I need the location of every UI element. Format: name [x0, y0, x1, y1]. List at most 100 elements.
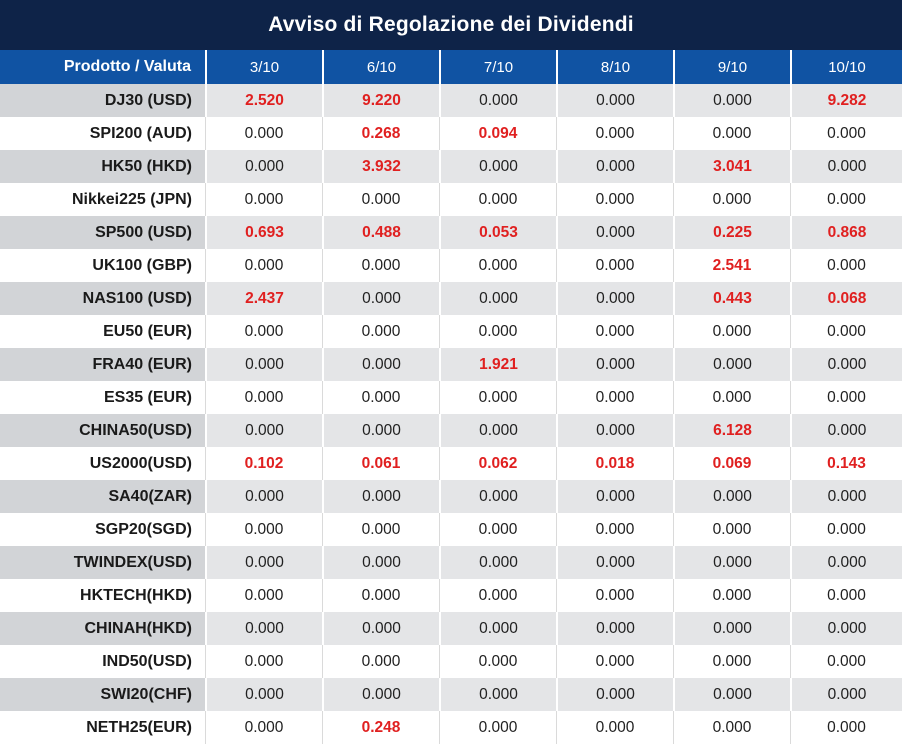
dividend-value-cell: 0.000: [556, 711, 673, 744]
dividend-value-cell: 0.000: [790, 513, 902, 546]
dividend-value-cell: 2.541: [673, 249, 790, 282]
dividend-value-cell: 0.000: [322, 678, 439, 711]
product-label: FRA40 (EUR): [0, 348, 205, 381]
dividend-value-cell: 0.000: [205, 414, 322, 447]
dividend-value-cell: 0.000: [790, 348, 902, 381]
dividend-value-cell: 0.000: [439, 546, 556, 579]
dividend-value-cell: 0.000: [790, 678, 902, 711]
dividend-value-cell: 0.000: [790, 249, 902, 282]
dividend-value-cell: 0.000: [205, 480, 322, 513]
dividend-value-cell: 0.000: [673, 84, 790, 117]
table-row: NAS100 (USD) 2.437 0.000 0.000 0.000 0.443 0.0…: [0, 282, 902, 315]
dividend-value-cell: 0.000: [556, 84, 673, 117]
dividend-value-cell: 0.000: [673, 381, 790, 414]
column-header-date: 6/10: [322, 50, 439, 84]
dividend-value-cell: 0.000: [673, 480, 790, 513]
product-label: HKTECH(HKD): [0, 579, 205, 612]
table-row: US2000(USD) 0.102 0.061 0.062 0.018 0.069 0.14…: [0, 447, 902, 480]
dividend-value-cell: 0.000: [205, 546, 322, 579]
dividend-value-cell: 0.000: [205, 150, 322, 183]
dividend-value-cell: 0.488: [322, 216, 439, 249]
dividend-value-cell: 0.693: [205, 216, 322, 249]
dividend-value-cell: 0.000: [439, 282, 556, 315]
dividend-value-cell: 0.000: [790, 711, 902, 744]
product-label: Nikkei225 (JPN): [0, 183, 205, 216]
dividend-value-cell: 0.000: [790, 579, 902, 612]
dividend-value-cell: 0.000: [673, 513, 790, 546]
dividend-value-cell: 0.000: [556, 480, 673, 513]
dividend-value-cell: 9.282: [790, 84, 902, 117]
dividend-value-cell: 0.000: [673, 645, 790, 678]
dividend-value-cell: 0.068: [790, 282, 902, 315]
dividend-value-cell: 0.000: [439, 414, 556, 447]
table-row: CHINAH(HKD) 0.000 0.000 0.000 0.000 0.000 0.00…: [0, 612, 902, 645]
dividend-value-cell: 0.000: [556, 183, 673, 216]
dividend-value-cell: 0.000: [556, 282, 673, 315]
dividend-value-cell: 0.000: [322, 579, 439, 612]
dividend-value-cell: 0.000: [556, 150, 673, 183]
dividend-value-cell: 0.000: [790, 117, 902, 150]
dividend-value-cell: 0.000: [205, 315, 322, 348]
dividend-value-cell: 0.000: [439, 315, 556, 348]
dividend-value-cell: 0.443: [673, 282, 790, 315]
dividend-value-cell: 0.000: [790, 645, 902, 678]
dividend-value-cell: 0.000: [205, 645, 322, 678]
product-label: US2000(USD): [0, 447, 205, 480]
dividend-value-cell: 0.000: [439, 150, 556, 183]
dividend-value-cell: 0.000: [322, 546, 439, 579]
dividend-value-cell: 0.102: [205, 447, 322, 480]
product-label: SP500 (USD): [0, 216, 205, 249]
dividend-value-cell: 0.000: [322, 183, 439, 216]
dividend-value-cell: 0.000: [556, 513, 673, 546]
dividend-value-cell: 0.000: [673, 612, 790, 645]
dividend-value-cell: 0.000: [322, 249, 439, 282]
product-label: DJ30 (USD): [0, 84, 205, 117]
column-header-product-currency: Prodotto / Valuta: [63, 58, 191, 75]
dividend-value-cell: 0.000: [439, 678, 556, 711]
dividend-value-cell: 0.000: [556, 315, 673, 348]
dividend-value-cell: 0.000: [322, 381, 439, 414]
dividend-value-cell: 0.000: [556, 117, 673, 150]
dividend-value-cell: 0.000: [205, 348, 322, 381]
dividend-value-cell: 0.000: [673, 711, 790, 744]
dividend-value-cell: 0.062: [439, 447, 556, 480]
dividend-value-cell: 0.000: [556, 414, 673, 447]
dividend-value-cell: 0.000: [322, 480, 439, 513]
dividend-value-cell: 0.225: [673, 216, 790, 249]
dividend-value-cell: 0.000: [673, 348, 790, 381]
table-row: IND50(USD) 0.000 0.000 0.000 0.000 0.000 0.000: [0, 645, 902, 678]
product-label: NETH25(EUR): [0, 711, 205, 744]
dividend-value-cell: 0.000: [205, 249, 322, 282]
dividend-value-cell: 0.094: [439, 117, 556, 150]
dividend-value-cell: 0.000: [322, 645, 439, 678]
table-row: SGP20(SGD) 0.000 0.000 0.000 0.000 0.000 0.000: [0, 513, 902, 546]
dividend-value-cell: 0.143: [790, 447, 902, 480]
column-header-date: 3/10: [205, 50, 322, 84]
dividend-value-cell: 6.128: [673, 414, 790, 447]
dividend-value-cell: 0.000: [439, 513, 556, 546]
column-header-date: 10/10: [790, 50, 902, 84]
dividend-value-cell: 0.000: [439, 612, 556, 645]
dividend-value-cell: 0.248: [322, 711, 439, 744]
dividend-value-cell: 1.921: [439, 348, 556, 381]
table-row: HKTECH(HKD) 0.000 0.000 0.000 0.000 0.000 0.00…: [0, 579, 902, 612]
dividend-value-cell: 0.000: [790, 150, 902, 183]
dividend-value-cell: 0.000: [205, 678, 322, 711]
dividend-value-cell: 0.000: [790, 546, 902, 579]
table-row: SPI200 (AUD) 0.000 0.268 0.094 0.000 0.000 0.0…: [0, 117, 902, 150]
dividend-value-cell: 0.000: [205, 579, 322, 612]
dividend-value-cell: 0.000: [790, 480, 902, 513]
table-row: ES35 (EUR) 0.000 0.000 0.000 0.000 0.000 0.000: [0, 381, 902, 414]
product-label: UK100 (GBP): [0, 249, 205, 282]
dividend-value-cell: 0.061: [322, 447, 439, 480]
dividend-value-cell: 0.000: [556, 645, 673, 678]
dividend-value-cell: 0.053: [439, 216, 556, 249]
dividend-value-cell: 0.000: [556, 216, 673, 249]
dividend-value-cell: 0.000: [556, 579, 673, 612]
dividend-value-cell: 0.000: [673, 546, 790, 579]
table-row: EU50 (EUR) 0.000 0.000 0.000 0.000 0.000 0.000: [0, 315, 902, 348]
dividend-value-cell: 0.000: [322, 513, 439, 546]
dividend-value-cell: 0.000: [322, 414, 439, 447]
dividend-value-cell: 0.000: [556, 381, 673, 414]
